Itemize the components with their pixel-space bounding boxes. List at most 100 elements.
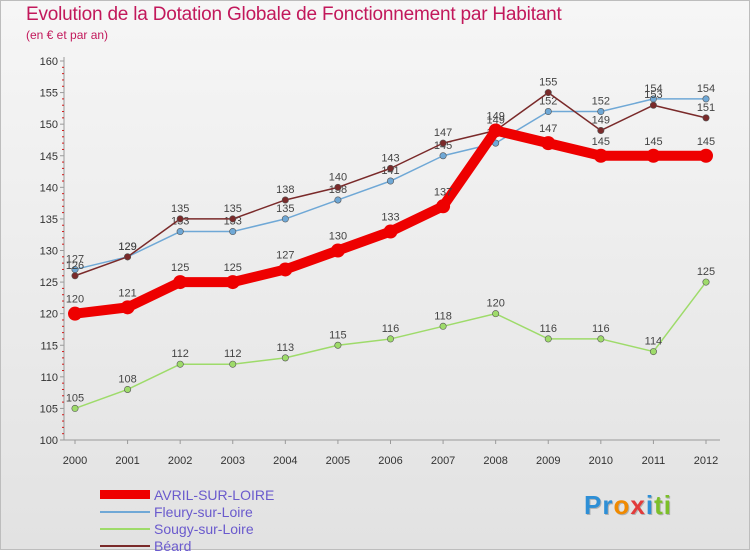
data-label-b-ard: 140	[329, 171, 347, 183]
data-label-avril-sur-loire: 137	[434, 186, 452, 198]
data-label-avril-sur-loire: 149	[486, 110, 504, 122]
data-label-b-ard: 155	[539, 77, 557, 89]
data-label-avril-sur-loire: 125	[171, 262, 189, 274]
data-point-sougy-sur-loire	[702, 278, 710, 286]
data-label-fleury-sur-loire: 154	[697, 83, 715, 95]
data-label-avril-sur-loire: 125	[224, 262, 242, 274]
data-label-sougy-sur-loire: 116	[539, 323, 557, 335]
y-tick-label: 120	[40, 309, 58, 321]
data-point-fleury-sur-loire	[334, 196, 342, 204]
data-point-avril-sur-loire	[699, 148, 713, 163]
data-label-b-ard: 135	[224, 203, 242, 215]
x-tick-label: 2001	[115, 455, 139, 467]
data-label-b-ard: 126	[66, 260, 84, 272]
legend-item: AVRIL-SUR-LOIRE	[100, 486, 274, 503]
data-point-sougy-sur-loire	[71, 404, 79, 412]
data-point-sougy-sur-loire	[281, 354, 289, 362]
data-label-sougy-sur-loire: 115	[329, 329, 347, 341]
x-tick-label: 2008	[483, 455, 507, 467]
data-point-sougy-sur-loire	[597, 335, 605, 343]
data-label-sougy-sur-loire: 113	[277, 342, 295, 354]
data-point-fleury-sur-loire	[597, 108, 605, 116]
x-tick-label: 2000	[63, 455, 87, 467]
legend-label: Fleury-sur-Loire	[154, 503, 253, 520]
data-point-avril-sur-loire	[225, 275, 240, 290]
data-point-sougy-sur-loire	[124, 385, 132, 393]
data-label-avril-sur-loire: 130	[329, 231, 347, 243]
data-label-avril-sur-loire: 145	[592, 136, 610, 148]
data-point-avril-sur-loire	[173, 275, 188, 290]
data-label-avril-sur-loire: 145	[644, 136, 662, 148]
chart-subtitle: (en € et par an)	[26, 28, 109, 42]
y-tick-label: 150	[40, 119, 58, 131]
data-point-fleury-sur-loire	[439, 152, 447, 160]
legend-swatch	[100, 544, 150, 547]
data-label-avril-sur-loire: 120	[66, 294, 84, 306]
data-point-fleury-sur-loire	[281, 215, 289, 223]
data-label-b-ard: 143	[381, 152, 399, 164]
data-label-fleury-sur-loire: 129	[118, 241, 136, 253]
data-label-b-ard: 151	[697, 102, 715, 114]
data-point-b-ard	[229, 215, 237, 223]
data-point-b-ard	[176, 215, 184, 223]
legend-label: Béard	[154, 537, 192, 554]
data-label-b-ard: 135	[171, 203, 189, 215]
data-point-fleury-sur-loire	[176, 228, 184, 236]
data-point-sougy-sur-loire	[229, 360, 237, 368]
data-label-sougy-sur-loire: 120	[486, 298, 504, 310]
y-tick-label: 140	[40, 182, 58, 194]
y-tick-label: 135	[40, 214, 58, 226]
x-tick-label: 2012	[694, 455, 718, 467]
data-label-fleury-sur-loire: 152	[539, 96, 557, 108]
data-label-sougy-sur-loire: 112	[224, 348, 242, 360]
data-label-avril-sur-loire: 127	[276, 249, 294, 261]
data-point-b-ard	[386, 164, 394, 172]
data-label-sougy-sur-loire: 125	[697, 266, 715, 278]
data-point-avril-sur-loire	[120, 300, 135, 315]
data-label-avril-sur-loire: 145	[697, 136, 715, 148]
data-label-fleury-sur-loire: 135	[276, 203, 294, 215]
data-point-avril-sur-loire	[278, 262, 293, 277]
y-tick-label: 130	[40, 246, 58, 258]
data-point-avril-sur-loire	[68, 306, 82, 321]
data-point-b-ard	[281, 196, 289, 204]
y-tick-label: 105	[40, 403, 58, 415]
data-point-b-ard	[71, 272, 79, 280]
data-label-sougy-sur-loire: 116	[592, 323, 610, 335]
legend-item: Sougy-sur-Loire	[100, 520, 274, 537]
data-label-sougy-sur-loire: 105	[66, 392, 84, 404]
x-tick-label: 2007	[431, 455, 455, 467]
data-label-sougy-sur-loire: 116	[382, 323, 400, 335]
legend-swatch	[100, 510, 150, 513]
data-point-sougy-sur-loire	[386, 335, 394, 343]
data-point-avril-sur-loire	[436, 199, 451, 214]
y-tick-label: 160	[40, 56, 58, 68]
data-point-avril-sur-loire	[541, 136, 556, 151]
x-tick-label: 2004	[273, 455, 297, 467]
proxiti-logo: Proxiti	[584, 490, 672, 520]
chart-title: Evolution de la Dotation Globale de Fonc…	[26, 4, 562, 25]
data-label-b-ard: 153	[644, 89, 662, 101]
x-tick-label: 2006	[378, 455, 402, 467]
data-point-sougy-sur-loire	[439, 322, 447, 330]
data-point-b-ard	[439, 139, 447, 147]
data-point-avril-sur-loire	[593, 148, 608, 163]
x-tick-label: 2011	[642, 455, 666, 467]
x-tick-label: 2005	[326, 455, 350, 467]
y-tick-label: 100	[40, 435, 58, 447]
y-tick-label: 155	[40, 88, 58, 100]
data-point-avril-sur-loire	[383, 224, 398, 239]
y-tick-label: 145	[40, 151, 58, 163]
legend-swatch	[100, 527, 150, 530]
data-label-sougy-sur-loire: 114	[645, 336, 663, 348]
legend-label: Sougy-sur-Loire	[154, 520, 254, 537]
legend-item: Fleury-sur-Loire	[100, 503, 274, 520]
data-label-fleury-sur-loire: 152	[592, 96, 610, 108]
y-tick-label: 125	[40, 277, 58, 289]
data-point-fleury-sur-loire	[544, 108, 552, 116]
data-label-avril-sur-loire: 147	[539, 123, 557, 135]
data-point-sougy-sur-loire	[334, 341, 342, 349]
data-point-fleury-sur-loire	[386, 177, 394, 185]
